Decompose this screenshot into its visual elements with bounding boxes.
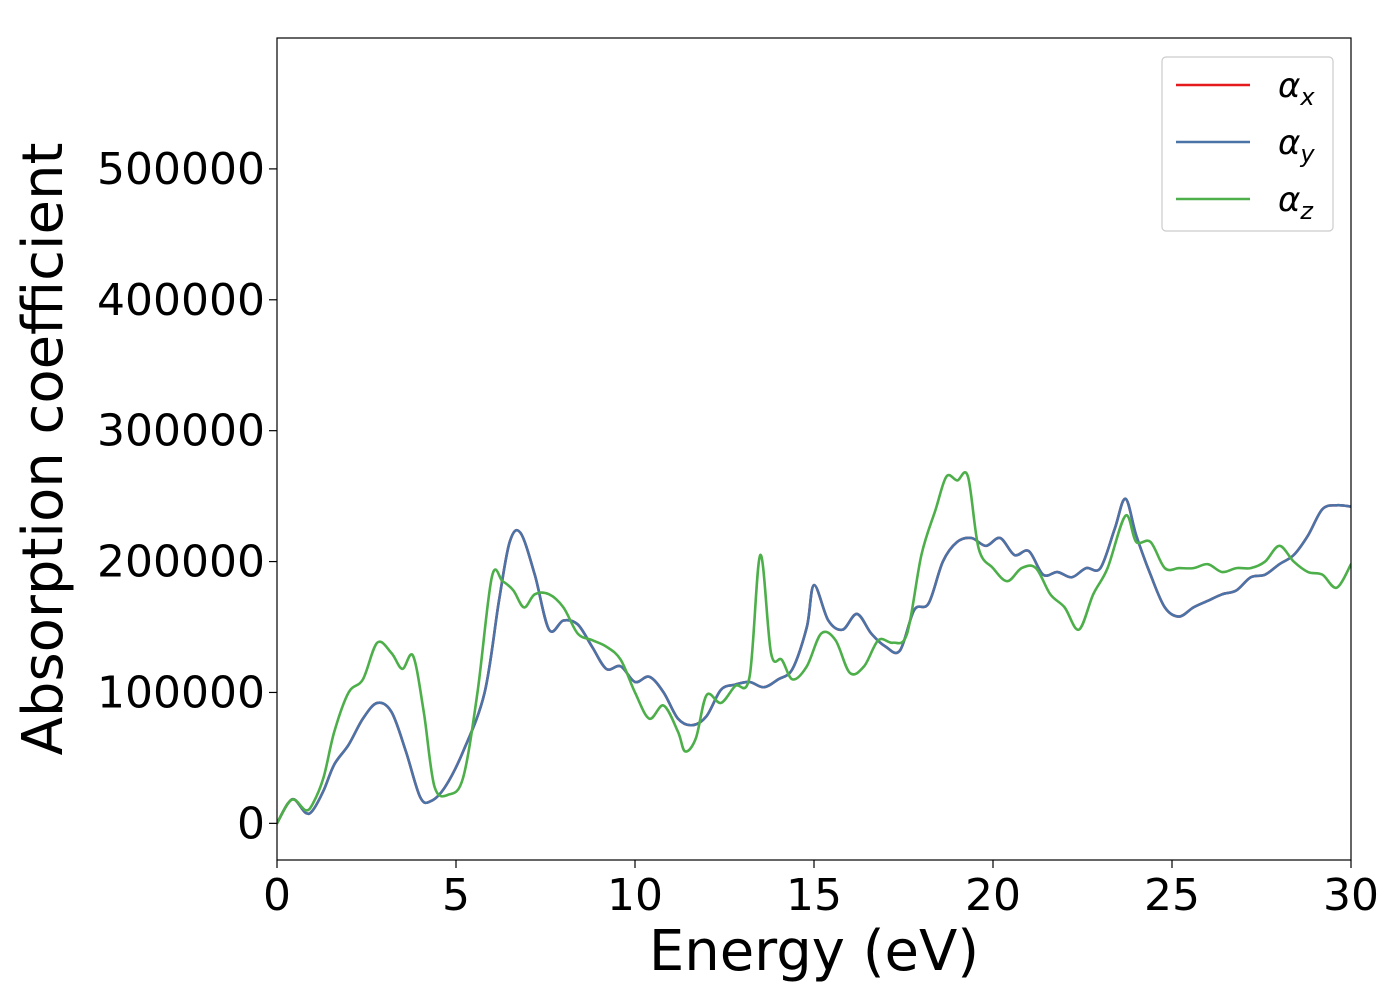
y-axis-title: Absorption coefficient [11,143,76,756]
x-tick-label: 15 [786,870,842,921]
x-tick-label: 0 [263,870,291,921]
legend-label-alpha-z: αz [1278,180,1314,225]
y-tick-label: 400000 [97,275,265,326]
series-line-alpha-y [277,497,1351,825]
y-tick-label: 500000 [97,144,265,195]
y-tick-label: 200000 [97,537,265,588]
x-tick-label: 30 [1323,870,1379,921]
y-tick-label: 100000 [97,667,265,718]
legend-label-alpha-x: αx [1278,66,1315,111]
legend-label-alpha-y: αy [1278,123,1315,168]
x-tick-label: 20 [965,870,1021,921]
legend: αx αy αz [1161,56,1334,232]
x-tick-label: 5 [442,870,470,921]
x-tick-label: 25 [1144,870,1200,921]
x-axis-title: Energy (eV) [649,919,979,984]
legend-entries: αx αy αz [1176,66,1315,225]
x-axis: 0 5 10 15 20 25 30 [263,860,1379,921]
y-axis: 0 100000 200000 300000 400000 500000 [97,144,277,849]
y-tick-label: 0 [237,798,265,849]
legend-box [1161,56,1334,232]
y-tick-label: 300000 [97,406,265,457]
series-layer [277,471,1351,825]
series-line-alpha-z [277,471,1351,825]
x-tick-label: 10 [607,870,663,921]
